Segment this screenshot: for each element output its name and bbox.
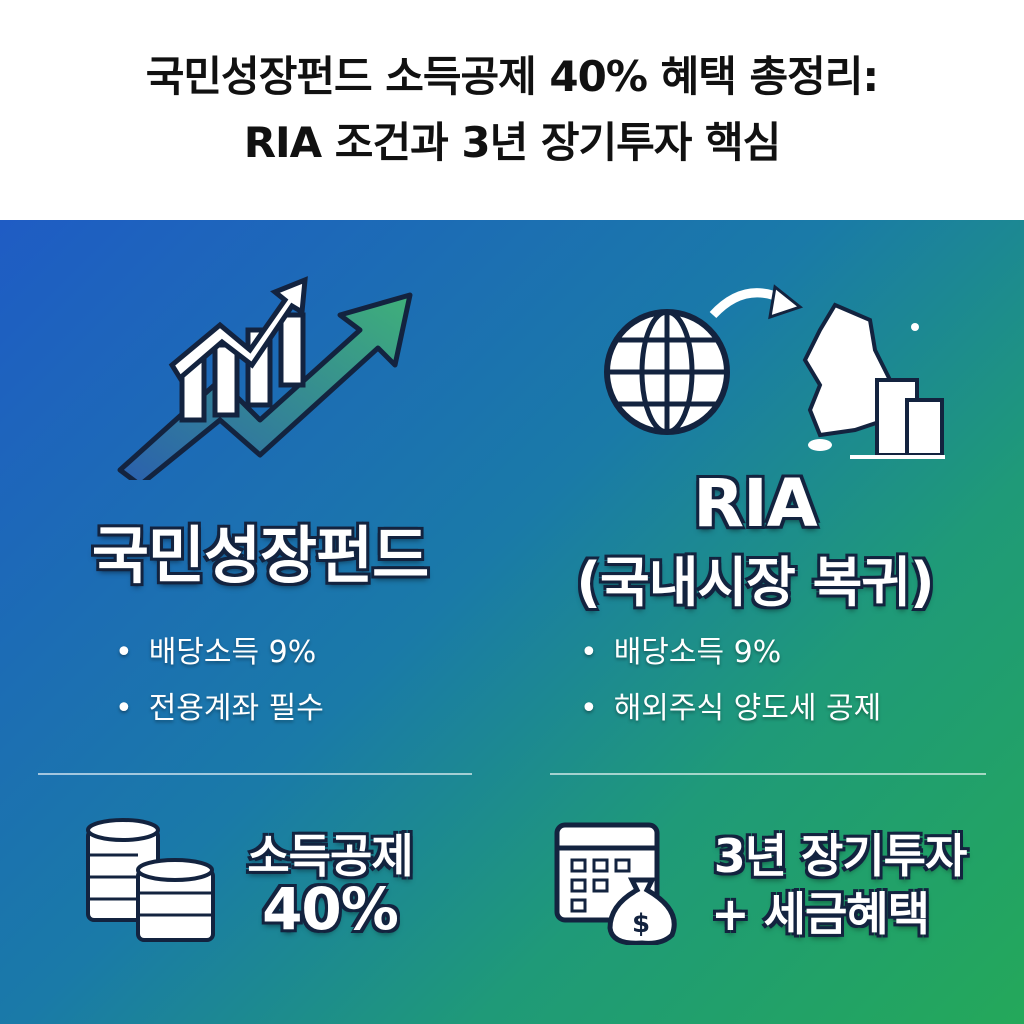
left-bottom-line-2: 40%: [262, 875, 399, 943]
header: 국민성장펀드 소득공제 40% 혜택 총정리: RIA 조건과 3년 장기투자 …: [0, 0, 1024, 220]
divider-left: [38, 773, 472, 775]
building-icon: [850, 378, 945, 459]
arrow-icon: [709, 284, 804, 320]
bullet-item: • 배당소득 9%: [580, 635, 782, 670]
svg-text:$: $: [632, 909, 650, 939]
infographic-body: 국민성장펀드 RIA (국내시장 복귀) • 배당소득 9% • 전용계좌 필수 •…: [0, 220, 1024, 1024]
left-bullets: • 배당소득 9% • 전용계좌 필수: [115, 625, 324, 737]
right-heading: RIA: [693, 465, 817, 542]
title-line-2: RIA 조건과 3년 장기투자 핵심: [243, 118, 782, 167]
coin-stack-icon: [86, 818, 215, 942]
globe-icon: [604, 309, 730, 435]
right-bottom-line-1: 3년 장기투자: [713, 829, 968, 883]
title-line-1: 국민성장펀드 소득공제 40% 혜택 총정리:: [145, 52, 879, 101]
bullet-item: • 전용계좌 필수: [115, 691, 324, 726]
money-bag-icon: $: [607, 877, 677, 945]
growth-chart-arrow-icon: [117, 276, 413, 480]
divider-right: [550, 773, 986, 775]
left-bottom-line-1: 소득공제: [247, 829, 413, 883]
right-bottom-line-2: + 세금혜택: [711, 887, 930, 941]
left-heading: 국민성장펀드: [91, 519, 429, 592]
korea-map-icon: [802, 302, 945, 459]
bullet-item: • 해외주식 양도세 공제: [580, 691, 882, 726]
right-subheading: (국내시장 복귀): [576, 551, 934, 614]
calendar-icon: $: [554, 822, 677, 945]
right-bullets: • 배당소득 9% • 해외주식 양도세 공제: [580, 625, 881, 737]
bullet-item: • 배당소득 9%: [115, 635, 317, 670]
